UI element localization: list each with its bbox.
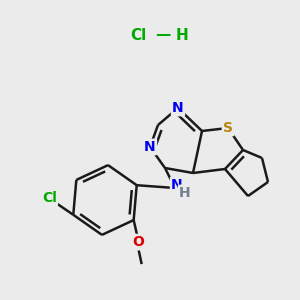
Text: H: H (176, 28, 188, 43)
Text: Cl: Cl (130, 28, 146, 43)
Text: O: O (133, 235, 145, 249)
Text: H: H (179, 186, 191, 200)
Text: N: N (171, 178, 183, 192)
Text: Cl: Cl (42, 191, 57, 205)
Text: —: — (155, 28, 171, 43)
Text: N: N (172, 101, 184, 115)
Text: N: N (144, 140, 156, 154)
Text: S: S (223, 121, 233, 135)
